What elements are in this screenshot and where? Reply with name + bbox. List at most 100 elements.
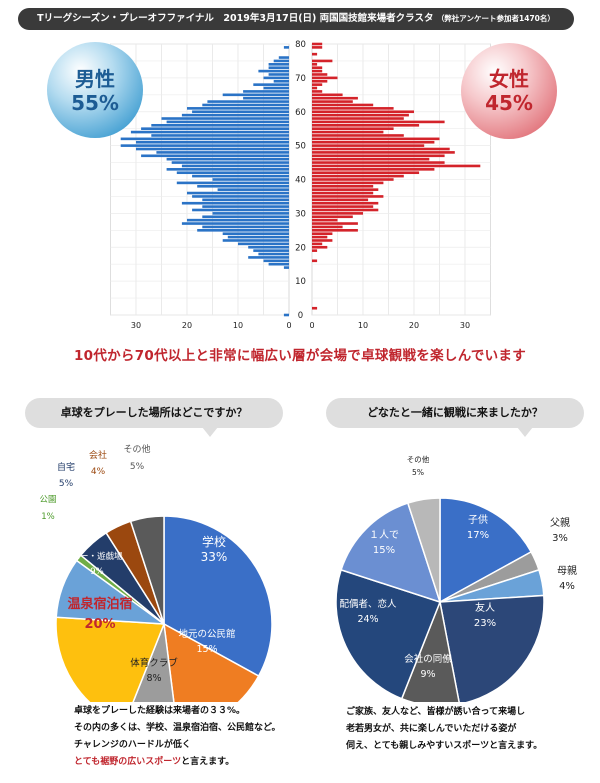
note-tail: と言えます。 [181, 757, 235, 767]
pie-slice [406, 497, 441, 603]
male-bar [227, 235, 289, 239]
male-bar [166, 120, 289, 124]
male-bar [258, 252, 289, 256]
female-bar [312, 83, 323, 86]
female-bar [312, 134, 404, 137]
header-note: （弊社アンケート参加者1470名） [436, 14, 555, 23]
pie-value-label: 1% [41, 512, 55, 522]
male-bar [212, 178, 289, 181]
male-bar [192, 174, 289, 178]
age-tick-label: 10 [295, 277, 306, 287]
female-bar [312, 147, 450, 151]
female-bar [312, 76, 338, 80]
female-bar [312, 123, 420, 127]
female-bar [312, 52, 318, 56]
female-bar [312, 69, 323, 73]
male-x-tick-label: 30 [131, 321, 141, 330]
male-x-tick-label: 0 [286, 321, 291, 330]
pie-slice-label: バー・遊戯場 [71, 551, 123, 562]
pie-slice [129, 515, 165, 625]
female-bar [312, 107, 394, 110]
male-bar [222, 239, 289, 242]
male-bar [197, 229, 289, 232]
female-bar [312, 90, 323, 93]
pie-value-label: 33% [201, 550, 228, 564]
question-bubble-companion: どなたと一緒に観戦に来ましたか？ [326, 398, 584, 437]
male-bar [181, 164, 289, 168]
note-highlight: とても裾野の広いスポーツ [74, 757, 182, 767]
female-bar [312, 79, 328, 83]
tagline: 10代から70代以上と非常に幅広い層が会場で卓球観戦を楽しんでいます [73, 348, 527, 364]
female-bar [312, 168, 435, 171]
male-bar [181, 113, 289, 117]
female-bar [312, 259, 318, 263]
male-label: 男性 [75, 67, 115, 91]
female-bar [312, 178, 394, 181]
pie-slice-label: 会社 [89, 449, 107, 461]
male-x-tick-label: 10 [233, 321, 243, 330]
male-bar [187, 191, 289, 195]
note-companion: ご家族、友人など、皆様が誘い合って来場し 老若男女が、共に楽しんでいただける姿が… [346, 704, 542, 755]
age-tick-label: 80 [295, 40, 306, 50]
pie-slice-label: 母親 [557, 564, 577, 577]
pie-value-label: 23% [474, 618, 496, 629]
pie-slice-label: 温泉宿泊宿 [67, 596, 132, 612]
female-bar [312, 113, 409, 117]
male-bar [141, 154, 289, 158]
pie-slice-label: １人で [369, 529, 399, 541]
female-bar [312, 154, 445, 158]
note-line: 老若男女が、共に楽しんでいただける姿が [346, 724, 517, 734]
female-bar [312, 130, 384, 134]
female-bar [312, 249, 318, 252]
female-bar [312, 96, 358, 100]
male-bar [283, 313, 289, 317]
female-bar [312, 184, 374, 188]
male-bar [263, 76, 289, 80]
header-banner: Tリーグシーズン・プレーオフファイナル 2019年3月17日(日) 両国国技館来… [18, 8, 574, 30]
note-line: ご家族、友人など、皆様が誘い合って来場し [346, 707, 526, 717]
male-bar [202, 225, 289, 229]
male-bar [120, 144, 289, 147]
female-bar [312, 137, 440, 141]
male-bar [243, 90, 289, 93]
female-badge: 女性 45% [461, 43, 557, 139]
female-bar [312, 63, 318, 66]
female-bar [312, 174, 404, 178]
age-tick-label: 70 [295, 74, 306, 84]
note-line: 卓球をプレーした経験は来場者の３３%。 [74, 706, 246, 716]
female-bar [312, 171, 420, 175]
female-bar [312, 215, 353, 219]
male-bar [243, 96, 289, 100]
female-bar [312, 66, 323, 70]
male-bar [181, 201, 289, 205]
female-bar [312, 127, 394, 130]
female-badge-circle [461, 43, 557, 139]
female-bar [312, 86, 318, 90]
female-bar [312, 140, 435, 144]
female-bar [312, 93, 343, 97]
pyramid-bars [120, 42, 481, 317]
male-bar [181, 222, 289, 225]
pie-value-label: 4% [559, 581, 575, 592]
male-bar [212, 212, 289, 215]
female-bar [312, 151, 455, 154]
pie-value-label: 15% [373, 545, 395, 556]
male-bar [192, 195, 289, 198]
pie-value-label: 20% [84, 617, 115, 632]
male-bar [161, 117, 289, 120]
female-bar [312, 208, 379, 212]
pie-chart-companion: 子供 17% 父親 3% 母親 4% 友人 23% 会社の同僚 9% 配偶者、恋人 24% １人で 15%… [335, 454, 577, 702]
female-bar [312, 198, 369, 202]
male-bar [248, 245, 289, 249]
age-tick-label: 0 [298, 311, 303, 321]
female-bar [312, 42, 323, 46]
male-bar [166, 168, 289, 171]
male-percent: 55% [71, 91, 119, 115]
female-x-tick-label: 30 [460, 321, 470, 330]
pie-slice-label: その他 [407, 454, 430, 464]
female-bar [312, 144, 425, 147]
female-x-tick-label: 20 [409, 321, 419, 330]
female-bar [312, 73, 328, 76]
male-bar [176, 171, 289, 175]
